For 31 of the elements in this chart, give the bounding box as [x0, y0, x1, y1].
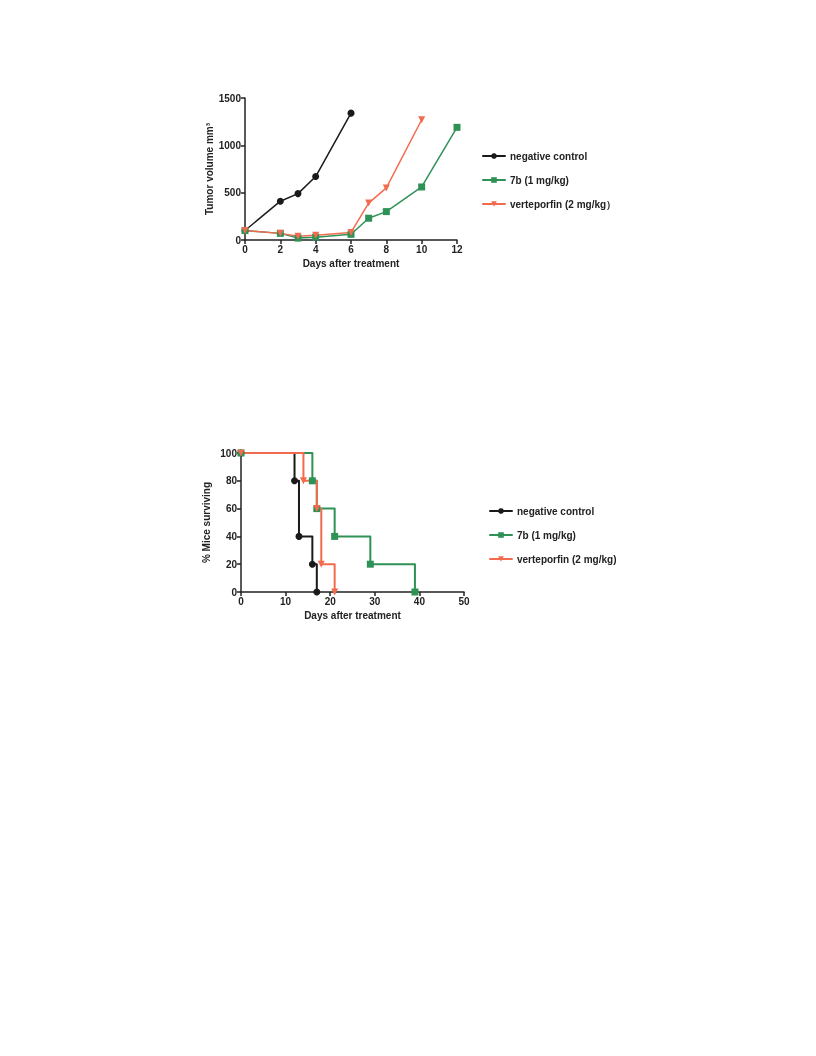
y-tick-label: 1000	[218, 139, 242, 151]
legend-label: verteporfin (2 mg/kg)	[517, 553, 617, 565]
x-tick-label: 4	[312, 243, 319, 255]
y-tick-label: 0	[235, 234, 242, 246]
y-tick-label: 100	[220, 447, 238, 459]
x-tick-label: 12	[451, 243, 463, 255]
legend-label: negative control	[517, 505, 595, 517]
legend-label: negative control	[510, 150, 588, 162]
y-tick-label: 20	[225, 558, 238, 570]
x-axis-title: Days after treatment	[304, 610, 402, 622]
x-tick-label: 10	[280, 595, 292, 607]
y-tick-label: 500	[224, 187, 242, 199]
x-tick-label: 10	[416, 243, 428, 255]
x-tick-label: 40	[413, 595, 426, 607]
y-tick-label: 0	[231, 586, 238, 598]
y-tick-label: 40	[225, 530, 238, 542]
x-tick-label: 8	[383, 243, 390, 255]
y-axis-title: Tumor volume mm³	[204, 122, 216, 216]
y-axis-title: % Mice surviving	[200, 481, 212, 564]
x-axis-title: Days after treatment	[302, 258, 401, 270]
x-tick-label: 6	[348, 243, 355, 255]
x-tick-label: 50	[458, 595, 470, 607]
legend-label: verteporfin (2 mg/kg）	[510, 198, 617, 210]
y-tick-label: 1500	[218, 92, 242, 104]
y-tick-label: 80	[225, 475, 238, 487]
x-tick-label: 20	[324, 595, 337, 607]
x-tick-label: 30	[369, 595, 381, 607]
legend-label: 7b (1 mg/kg)	[517, 529, 576, 541]
y-tick-label: 60	[225, 503, 238, 515]
legend-label: 7b (1 mg/kg)	[510, 174, 569, 186]
x-tick-label: 2	[277, 243, 284, 255]
